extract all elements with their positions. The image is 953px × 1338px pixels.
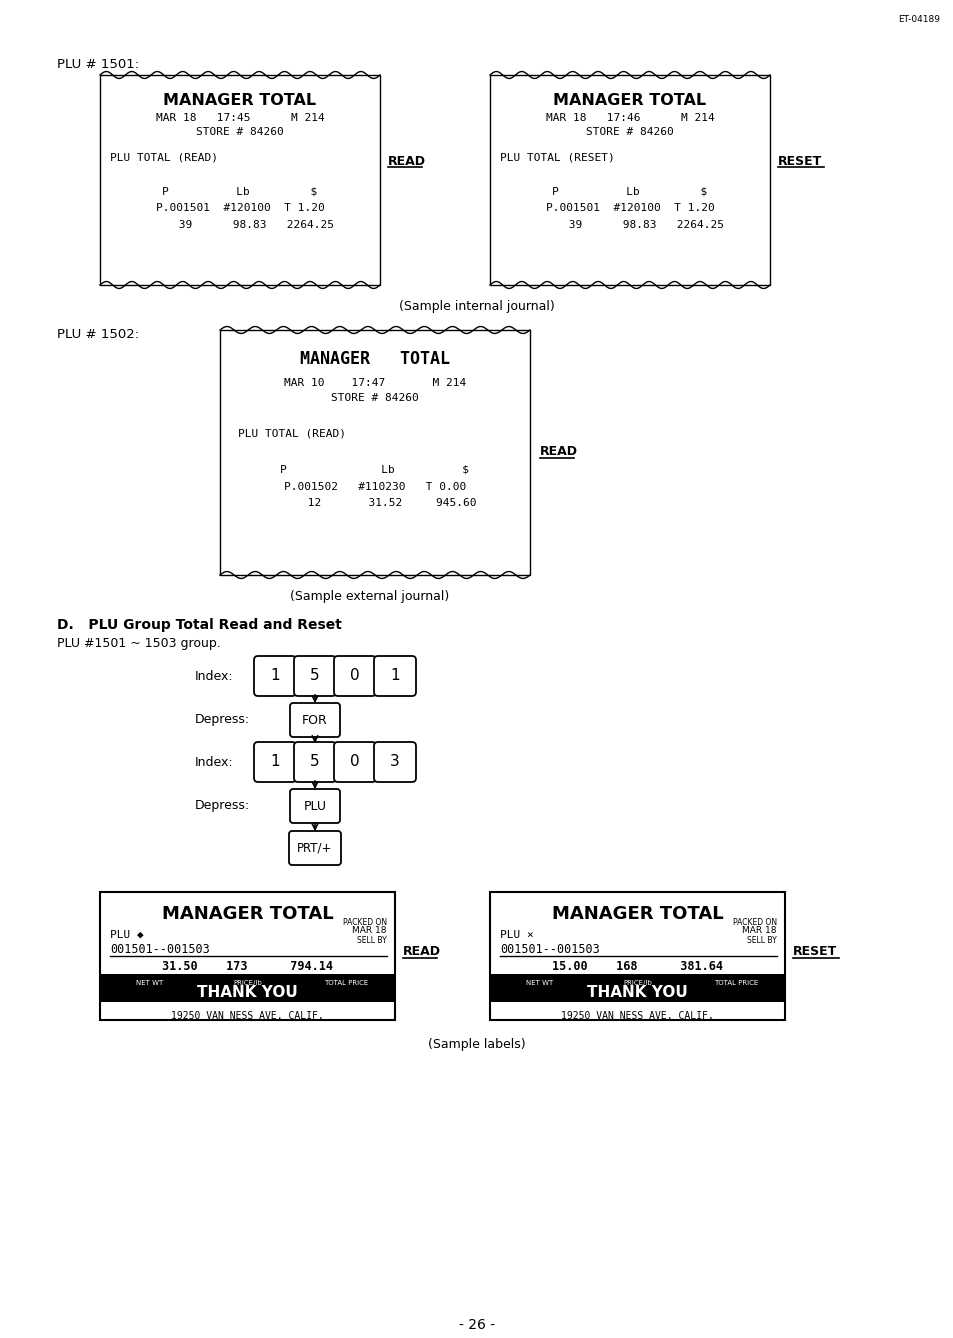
Text: MAR 18   17:46      M 214: MAR 18 17:46 M 214 [545, 112, 714, 123]
Text: PRICE/lb: PRICE/lb [233, 979, 262, 986]
Text: NET WT: NET WT [525, 979, 552, 986]
Text: PLU # 1502:: PLU # 1502: [57, 328, 139, 341]
Text: 19250 VAN NESS AVE. CALIF.: 19250 VAN NESS AVE. CALIF. [560, 1012, 713, 1021]
FancyBboxPatch shape [253, 743, 295, 781]
FancyBboxPatch shape [334, 656, 375, 696]
FancyBboxPatch shape [289, 831, 340, 864]
Text: PACKED ON: PACKED ON [732, 918, 776, 927]
Text: PLU # 1501:: PLU # 1501: [57, 58, 139, 71]
FancyBboxPatch shape [334, 743, 375, 781]
Text: STORE # 84260: STORE # 84260 [585, 127, 673, 136]
Bar [220, 330, 530, 575]
Text: TOTAL PRICE: TOTAL PRICE [323, 979, 368, 986]
Text: 1: 1 [270, 669, 279, 684]
Text: MAR 18: MAR 18 [352, 926, 387, 935]
Text: 39      98.83   2264.25: 39 98.83 2264.25 [146, 219, 335, 230]
Text: NET WT: NET WT [135, 979, 163, 986]
Text: RESET: RESET [792, 945, 837, 958]
Text: READ: READ [539, 446, 578, 458]
Text: PLU: PLU [303, 800, 326, 812]
Text: MANAGER TOTAL: MANAGER TOTAL [553, 94, 706, 108]
Text: READ: READ [402, 945, 440, 958]
Text: 5: 5 [310, 755, 319, 769]
Text: MAR 10    17:47       M 214: MAR 10 17:47 M 214 [284, 379, 466, 388]
Text: 3: 3 [390, 755, 399, 769]
Text: STORE # 84260: STORE # 84260 [331, 393, 418, 403]
Text: TOTAL PRICE: TOTAL PRICE [713, 979, 758, 986]
Text: MANAGER TOTAL: MANAGER TOTAL [161, 904, 333, 923]
Text: PLU TOTAL (RESET): PLU TOTAL (RESET) [499, 153, 614, 163]
Bar [490, 985, 784, 1002]
Text: Depress:: Depress: [194, 713, 250, 727]
Bar [100, 974, 395, 985]
Text: MANAGER   TOTAL: MANAGER TOTAL [299, 351, 450, 368]
Text: P.001501  #120100  T 1.20: P.001501 #120100 T 1.20 [545, 203, 714, 213]
Text: SELL BY: SELL BY [746, 937, 776, 945]
FancyBboxPatch shape [290, 702, 339, 737]
Text: (Sample labels): (Sample labels) [428, 1038, 525, 1052]
Bar [490, 892, 784, 1020]
Text: PLU ◆: PLU ◆ [110, 930, 144, 941]
Text: 001501--001503: 001501--001503 [499, 943, 599, 955]
Text: (Sample internal journal): (Sample internal journal) [398, 300, 555, 313]
Text: THANK YOU: THANK YOU [586, 985, 687, 999]
Text: 12       31.52     945.60: 12 31.52 945.60 [274, 498, 476, 508]
Text: MANAGER TOTAL: MANAGER TOTAL [551, 904, 722, 923]
Text: Index:: Index: [194, 756, 233, 768]
Text: SELL BY: SELL BY [356, 937, 387, 945]
Text: PLU TOTAL (READ): PLU TOTAL (READ) [110, 153, 218, 163]
Text: PLU TOTAL (READ): PLU TOTAL (READ) [237, 428, 346, 438]
Text: PACKED ON: PACKED ON [342, 918, 387, 927]
FancyBboxPatch shape [294, 743, 335, 781]
Text: Depress:: Depress: [194, 800, 250, 812]
Text: ET-04189: ET-04189 [897, 15, 939, 24]
Text: STORE # 84260: STORE # 84260 [196, 127, 284, 136]
Bar [490, 974, 784, 985]
Text: PLU ×: PLU × [499, 930, 533, 941]
FancyBboxPatch shape [374, 743, 416, 781]
Text: PLU #1501 ~ 1503 group.: PLU #1501 ~ 1503 group. [57, 637, 220, 650]
Text: READ: READ [388, 155, 426, 169]
Text: 39      98.83   2264.25: 39 98.83 2264.25 [535, 219, 723, 230]
Text: - 26 -: - 26 - [458, 1318, 495, 1333]
Bar [100, 985, 395, 1002]
Text: 001501--001503: 001501--001503 [110, 943, 210, 955]
Text: THANK YOU: THANK YOU [197, 985, 297, 999]
FancyBboxPatch shape [290, 789, 339, 823]
Text: P.001502   #110230   T 0.00: P.001502 #110230 T 0.00 [284, 482, 466, 492]
Bar [490, 75, 769, 285]
Bar [100, 892, 395, 1020]
Text: 19250 VAN NESS AVE. CALIF.: 19250 VAN NESS AVE. CALIF. [171, 1012, 323, 1021]
Text: 15.00    168      381.64: 15.00 168 381.64 [552, 959, 722, 973]
Text: 31.50    173      794.14: 31.50 173 794.14 [162, 959, 333, 973]
Text: P              Lb          $: P Lb $ [280, 466, 469, 475]
Text: 5: 5 [310, 669, 319, 684]
Text: (Sample external journal): (Sample external journal) [290, 590, 449, 603]
Text: 1: 1 [390, 669, 399, 684]
Text: P.001501  #120100  T 1.20: P.001501 #120100 T 1.20 [155, 203, 324, 213]
Text: PRT/+: PRT/+ [297, 842, 333, 855]
Text: Index:: Index: [194, 669, 233, 682]
FancyBboxPatch shape [374, 656, 416, 696]
Text: MAR 18: MAR 18 [741, 926, 776, 935]
Text: D.   PLU Group Total Read and Reset: D. PLU Group Total Read and Reset [57, 618, 341, 632]
Text: 0: 0 [350, 755, 359, 769]
Text: 1: 1 [270, 755, 279, 769]
Text: 0: 0 [350, 669, 359, 684]
Text: P          Lb         $: P Lb $ [552, 187, 707, 197]
FancyBboxPatch shape [253, 656, 295, 696]
Text: MANAGER TOTAL: MANAGER TOTAL [163, 94, 316, 108]
Text: RESET: RESET [778, 155, 821, 169]
Text: PRICE/lb: PRICE/lb [622, 979, 651, 986]
Bar [100, 75, 379, 285]
Text: P          Lb         $: P Lb $ [162, 187, 317, 197]
Text: FOR: FOR [302, 713, 328, 727]
FancyBboxPatch shape [294, 656, 335, 696]
Text: MAR 18   17:45      M 214: MAR 18 17:45 M 214 [155, 112, 324, 123]
